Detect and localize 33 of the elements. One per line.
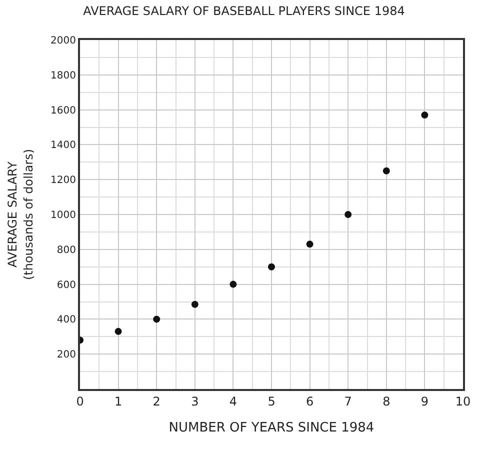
y-axis-title: AVERAGE SALARY (thousands of dollars) bbox=[6, 148, 36, 280]
y-tick-label: 200 bbox=[56, 350, 76, 361]
y-tick-label: 1600 bbox=[50, 105, 76, 116]
x-tick-label: 0 bbox=[76, 394, 84, 408]
x-tick-label: 8 bbox=[382, 394, 390, 408]
x-tick-label: 6 bbox=[306, 394, 314, 408]
point bbox=[268, 263, 275, 270]
point bbox=[421, 112, 428, 119]
x-tick-label: 9 bbox=[420, 394, 429, 408]
x-tick-label: 7 bbox=[344, 394, 352, 408]
x-tick-label: 1 bbox=[114, 394, 122, 408]
y-tick-label: 1000 bbox=[50, 210, 76, 221]
x-axis-title: NUMBER OF YEARS SINCE 1984 bbox=[168, 420, 374, 436]
point bbox=[382, 167, 390, 174]
y-tick-label: 1200 bbox=[50, 175, 76, 186]
y-tick-label: 1800 bbox=[50, 70, 76, 82]
y-tick-label: 1400 bbox=[50, 140, 76, 152]
x-tick-label: 10 bbox=[455, 394, 471, 408]
y-tick-label: 600 bbox=[56, 280, 76, 291]
y-tick-label: 2000 bbox=[50, 36, 76, 46]
point bbox=[306, 240, 314, 248]
x-tick-label: 3 bbox=[191, 394, 199, 408]
point bbox=[230, 280, 237, 288]
x-tick-label: 5 bbox=[268, 394, 276, 408]
y-tick-label: 400 bbox=[56, 314, 76, 326]
x-tick-label: 2 bbox=[152, 394, 160, 408]
chart-title: AVERAGE SALARY OF BASEBALL PLAYERS SINCE 1984 bbox=[83, 4, 405, 18]
point bbox=[153, 316, 160, 323]
point bbox=[114, 328, 122, 335]
y-tick-label: 800 bbox=[56, 244, 76, 256]
point bbox=[344, 211, 352, 218]
point bbox=[191, 300, 198, 308]
x-tick-label: 4 bbox=[229, 394, 238, 408]
